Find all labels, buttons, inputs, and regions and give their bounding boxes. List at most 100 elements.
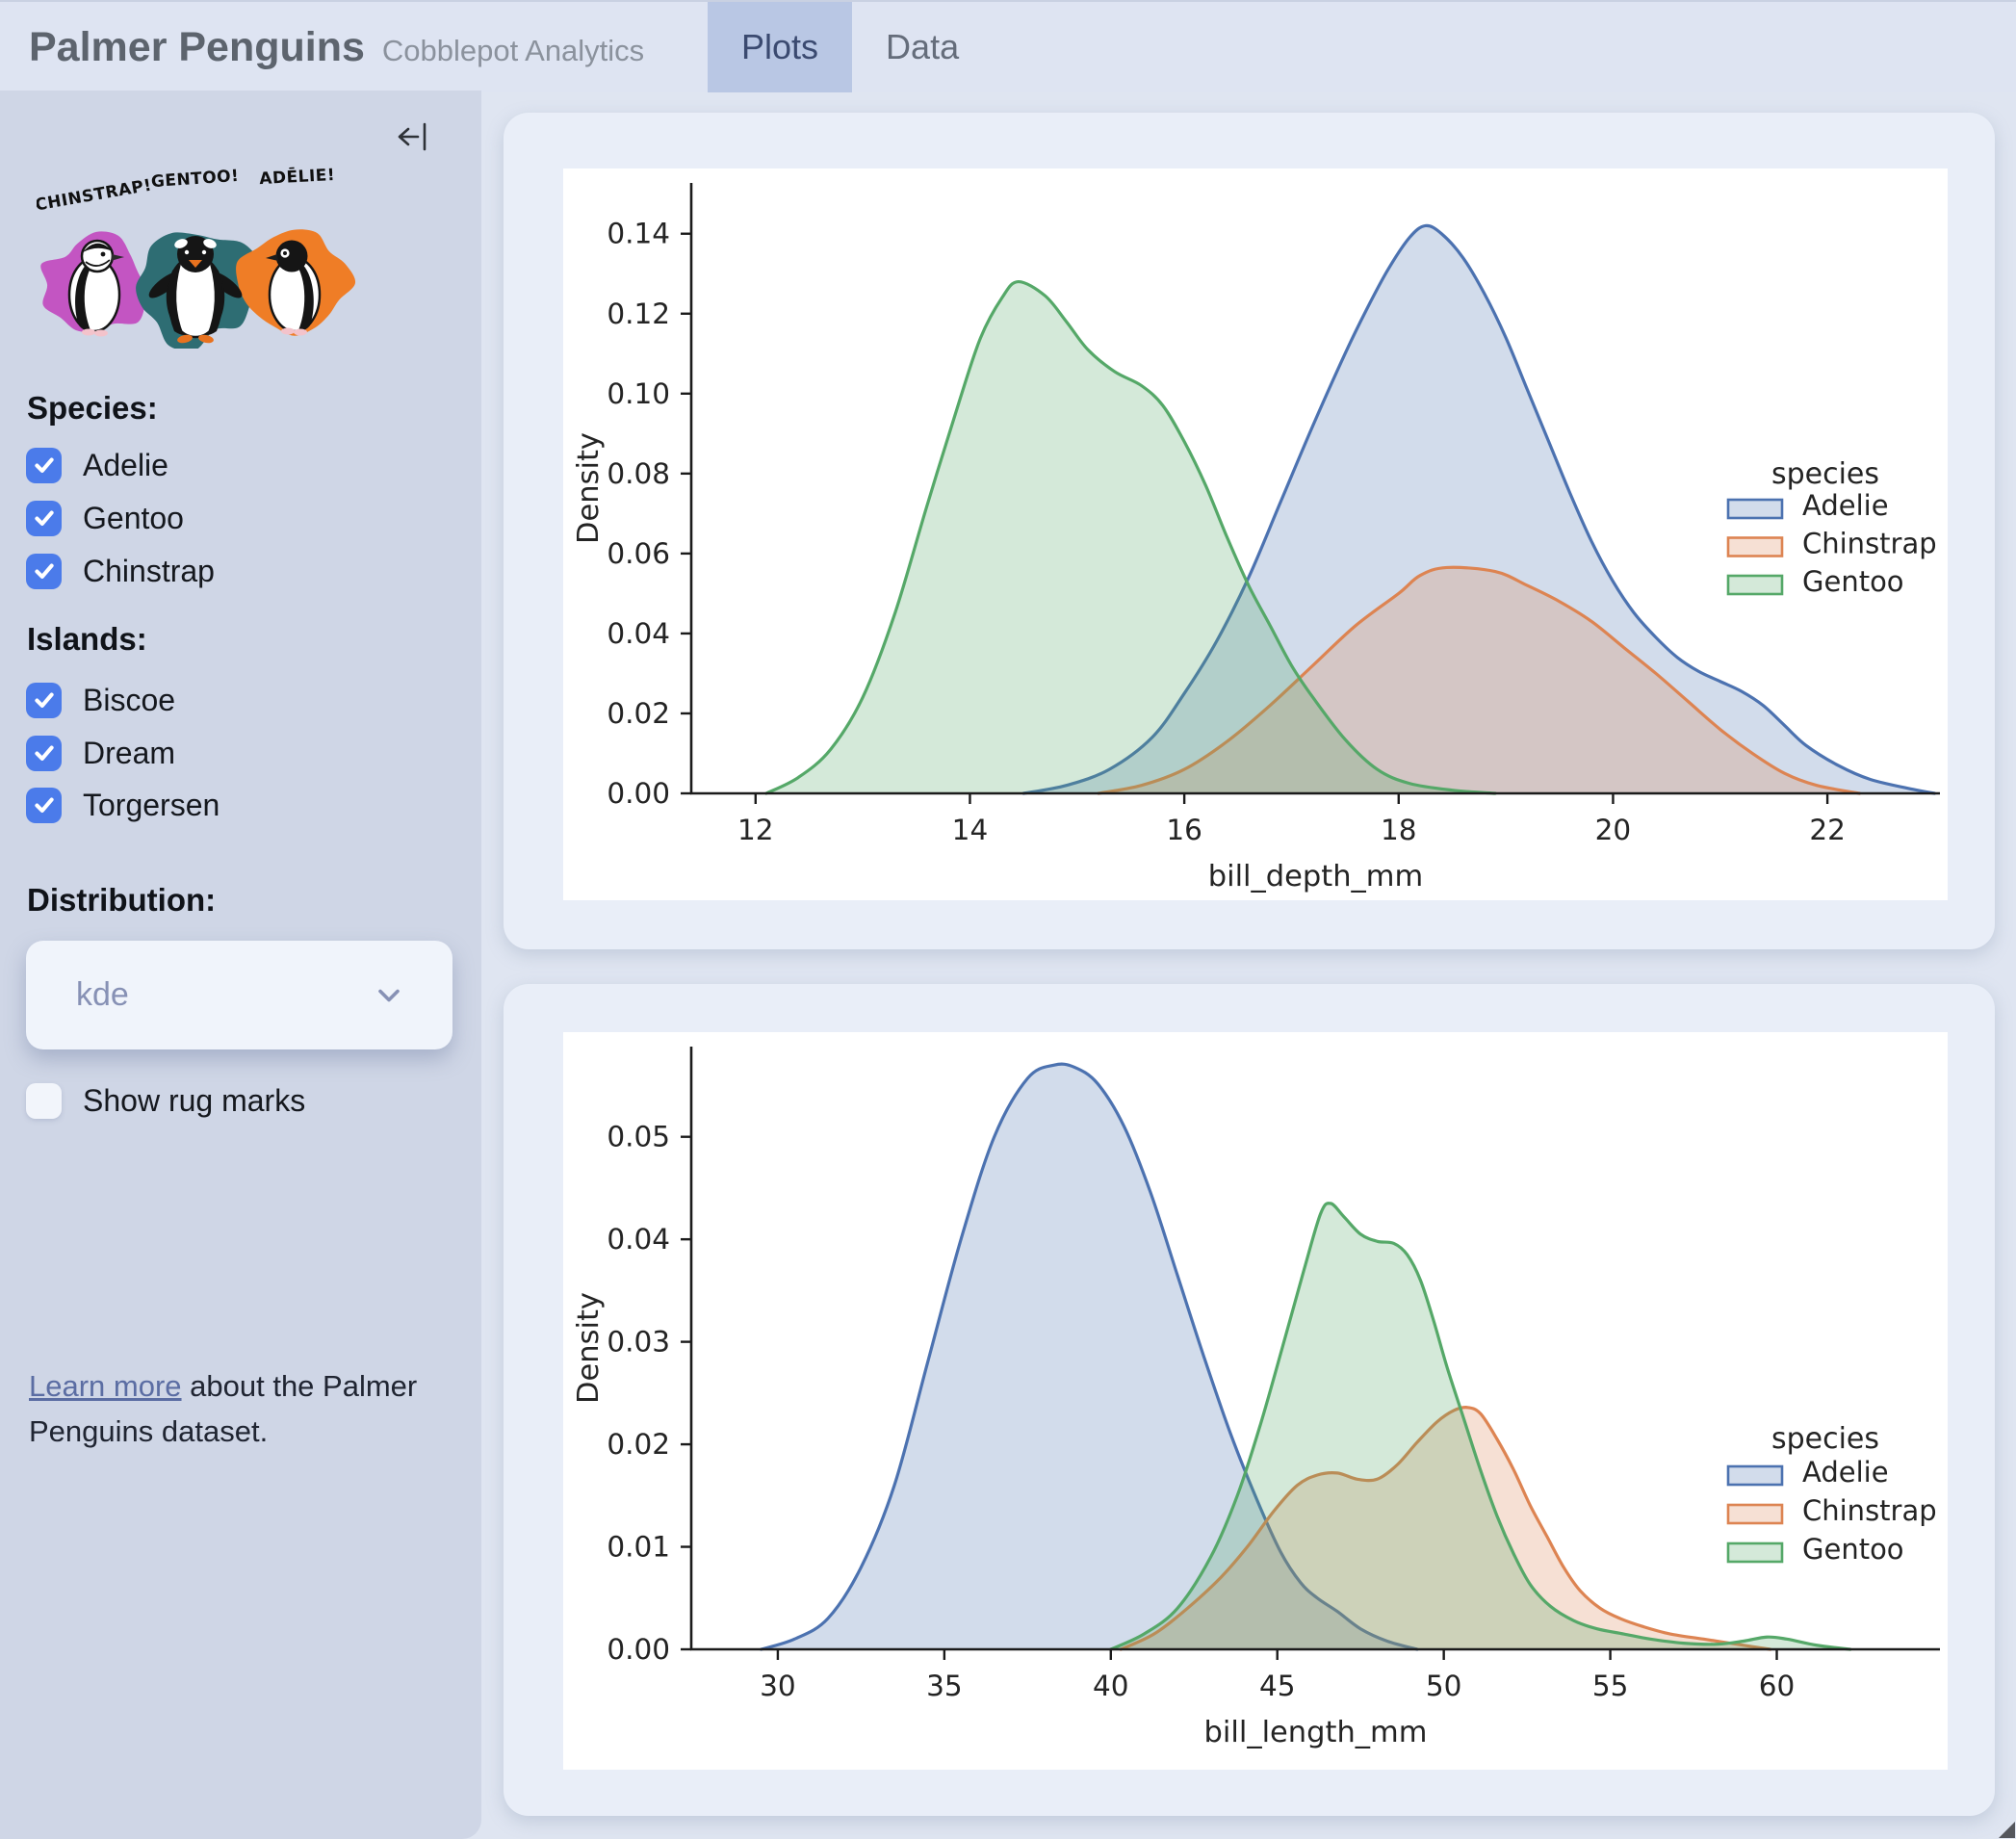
svg-text:14: 14 [952, 814, 989, 846]
checkmark-icon [34, 457, 54, 474]
resize-grip-icon[interactable] [1999, 1822, 2015, 1838]
svg-text:18: 18 [1381, 814, 1417, 846]
svg-text:0.01: 0.01 [607, 1531, 670, 1564]
sidebar-collapse-button[interactable] [393, 117, 431, 156]
kde-plot-bill-depth: 12 14 16 18 20 22 0.00 0.02 0.04 0.06 0.08 0.10 0.12… [572, 183, 1940, 894]
tab-data[interactable]: Data [886, 27, 960, 66]
gentoo-checkbox-label: Gentoo [83, 500, 184, 535]
adelie-penguin-illustration [266, 240, 322, 336]
biscoe-checkbox[interactable] [26, 682, 62, 718]
chinstrap-checkbox-label: Chinstrap [83, 553, 215, 588]
svg-text:species: species [1771, 1422, 1879, 1456]
dream-checkbox-label: Dream [83, 735, 176, 770]
svg-text:Adelie: Adelie [1802, 489, 1889, 522]
svg-text:50: 50 [1426, 1670, 1462, 1702]
art-label-gentoo: GENTOO! [150, 167, 240, 192]
chinstrap-checkbox[interactable] [26, 553, 62, 589]
rug-option: Show rug marks [26, 1080, 305, 1121]
svg-text:bill_depth_mm: bill_depth_mm [1208, 860, 1423, 894]
species-option-adelie: Adelie [26, 445, 168, 485]
svg-text:60: 60 [1759, 1670, 1796, 1702]
svg-text:40: 40 [1093, 1670, 1129, 1702]
penguins-artwork: CHINSTRAP! GENTOO! ADĒLIE! [37, 164, 356, 349]
checkmark-icon [34, 510, 54, 527]
chevron-down-icon [378, 989, 400, 1002]
app-title: Palmer Penguins [29, 24, 365, 70]
species-heading: Species: [27, 390, 158, 426]
svg-text:0.04: 0.04 [607, 1223, 670, 1256]
torgersen-checkbox[interactable] [26, 787, 62, 823]
arrow-to-left-icon [398, 122, 426, 151]
svg-text:Density: Density [572, 1292, 606, 1404]
app-subtitle: Cobblepot Analytics [381, 34, 645, 67]
svg-text:0.02: 0.02 [607, 1428, 670, 1461]
svg-text:0.14: 0.14 [607, 218, 670, 250]
svg-text:30: 30 [760, 1670, 796, 1702]
torgersen-checkbox-label: Torgersen [83, 787, 220, 822]
island-option-torgersen: Torgersen [26, 785, 220, 825]
svg-text:0.10: 0.10 [607, 377, 670, 410]
svg-text:Density: Density [572, 432, 606, 544]
gentoo-penguin-illustration [148, 236, 243, 344]
svg-text:0.12: 0.12 [607, 298, 670, 330]
svg-text:0.04: 0.04 [607, 617, 670, 650]
island-option-dream: Dream [26, 733, 175, 773]
svg-text:Chinstrap: Chinstrap [1802, 1494, 1937, 1527]
species-option-chinstrap: Chinstrap [26, 551, 215, 591]
islands-heading: Islands: [27, 621, 147, 657]
svg-text:species: species [1771, 457, 1879, 491]
checkmark-icon [34, 797, 54, 814]
svg-text:16: 16 [1166, 814, 1202, 846]
dataset-info-text: Learn more about the Palmer Penguins dat… [29, 1363, 433, 1454]
svg-text:Gentoo: Gentoo [1802, 1533, 1904, 1566]
gentoo-checkbox[interactable] [26, 500, 62, 536]
distribution-select[interactable]: kde [26, 941, 452, 1049]
checkmark-icon [34, 692, 54, 709]
nav-tabs: Plots Data [708, 2, 993, 92]
plot-card-bill-depth: 12 14 16 18 20 22 0.00 0.02 0.04 0.06 0.08 0.10 0.12… [504, 113, 1995, 949]
svg-text:20: 20 [1595, 814, 1632, 846]
svg-text:Gentoo: Gentoo [1802, 565, 1904, 598]
kde-plot-bill-length: 30 35 40 45 50 55 60 0.00 0.01 0.02 0.03 0.04 0.05 bi… [572, 1047, 1940, 1749]
app-header: Palmer Penguins Cobblepot Analytics Plot… [0, 0, 2016, 92]
svg-text:Adelie: Adelie [1802, 1456, 1889, 1489]
art-label-chinstrap: CHINSTRAP! [37, 176, 153, 216]
svg-text:35: 35 [926, 1670, 963, 1702]
tab-plots[interactable]: Plots [708, 2, 853, 92]
svg-text:Chinstrap: Chinstrap [1802, 528, 1937, 560]
learn-more-rest: about the Palmer Penguins dataset. [29, 1369, 418, 1449]
svg-text:0.03: 0.03 [607, 1326, 670, 1359]
svg-text:55: 55 [1592, 1670, 1629, 1702]
svg-text:0.05: 0.05 [607, 1121, 670, 1153]
svg-text:22: 22 [1809, 814, 1846, 846]
learn-more-link[interactable]: Learn more [29, 1369, 182, 1403]
adelie-checkbox[interactable] [26, 447, 62, 483]
svg-text:0.08: 0.08 [607, 457, 670, 490]
species-option-gentoo: Gentoo [26, 498, 184, 538]
chinstrap-penguin-illustration [67, 239, 124, 337]
rug-checkbox[interactable] [26, 1082, 62, 1119]
svg-text:12: 12 [737, 814, 774, 846]
svg-text:0.06: 0.06 [607, 537, 670, 570]
svg-text:0.02: 0.02 [607, 697, 670, 730]
svg-text:45: 45 [1259, 1670, 1296, 1702]
rug-checkbox-label: Show rug marks [83, 1082, 306, 1118]
svg-text:bill_length_mm: bill_length_mm [1204, 1716, 1428, 1749]
adelie-checkbox-label: Adelie [83, 447, 168, 482]
checkmark-icon [34, 563, 54, 580]
svg-text:0.00: 0.00 [607, 1633, 670, 1666]
brand: Palmer Penguins Cobblepot Analytics [29, 2, 644, 92]
dream-checkbox[interactable] [26, 735, 62, 771]
sidebar: CHINSTRAP! GENTOO! ADĒLIE! Species: Adel… [0, 91, 481, 1839]
distribution-heading: Distribution: [27, 882, 217, 918]
island-option-biscoe: Biscoe [26, 680, 175, 720]
plot-card-bill-length: 30 35 40 45 50 55 60 0.00 0.01 0.02 0.03 0.04 0.05 bi… [504, 984, 1995, 1816]
checkmark-icon [34, 745, 54, 762]
svg-text:0.00: 0.00 [607, 777, 670, 810]
figure-bill-depth: 12 14 16 18 20 22 0.00 0.02 0.04 0.06 0.08 0.10 0.12… [563, 168, 1948, 900]
art-label-adelie: ADĒLIE! [259, 164, 336, 189]
biscoe-checkbox-label: Biscoe [83, 682, 176, 717]
distribution-selected-value: kde [76, 976, 129, 1013]
figure-bill-length: 30 35 40 45 50 55 60 0.00 0.01 0.02 0.03 0.04 0.05 bi… [563, 1032, 1948, 1770]
